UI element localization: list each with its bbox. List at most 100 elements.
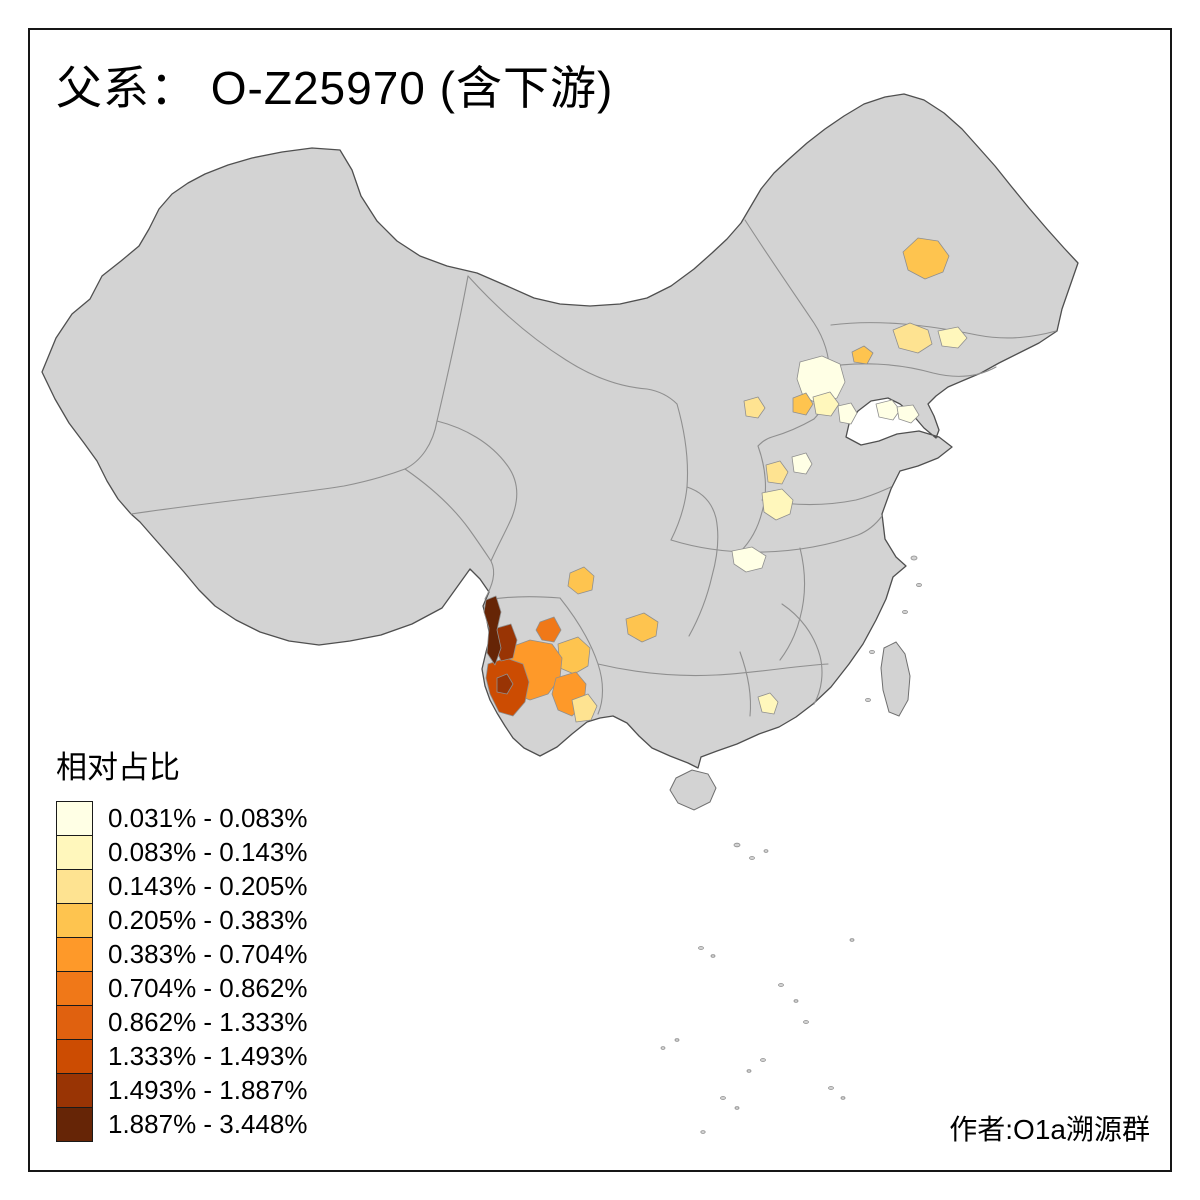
island-dot xyxy=(734,1106,740,1110)
taiwan-island xyxy=(880,641,911,717)
legend-swatch xyxy=(56,1005,93,1040)
legend-swatch xyxy=(56,1073,93,1108)
province-border-line xyxy=(436,420,518,562)
province-border-line xyxy=(404,468,492,562)
colored-prefecture xyxy=(851,345,874,365)
legend-bin-label: 0.862% - 1.333% xyxy=(108,1007,308,1037)
island-dot xyxy=(746,1069,752,1073)
island-dot xyxy=(840,1096,846,1100)
colored-prefecture xyxy=(761,488,794,521)
colored-prefecture xyxy=(567,566,595,595)
legend-row: 0.143% - 0.205% xyxy=(56,869,307,904)
legend-bin-label: 0.205% - 0.383% xyxy=(108,905,308,935)
province-border-line xyxy=(597,663,829,677)
colored-prefecture xyxy=(875,399,901,421)
legend-bin-label: 0.083% - 0.143% xyxy=(108,837,308,867)
island-dot xyxy=(793,999,799,1003)
colored-prefecture xyxy=(791,452,813,475)
legend-row: 0.083% - 0.143% xyxy=(56,835,307,870)
island-dot xyxy=(674,1038,680,1042)
colored-prefecture xyxy=(757,692,779,715)
legend-row: 1.333% - 1.493% xyxy=(56,1039,307,1074)
province-border-line xyxy=(467,275,678,405)
colored-prefecture xyxy=(483,595,502,666)
legend-bin-label: 0.383% - 0.704% xyxy=(108,939,308,969)
author-credit: 作者:O1a溯源群 xyxy=(949,1114,1150,1145)
colored-prefecture xyxy=(937,326,968,349)
province-border-line xyxy=(819,363,997,377)
legend-swatch xyxy=(56,937,93,972)
legend-row: 0.862% - 1.333% xyxy=(56,1005,307,1040)
legend-title: 相对占比 xyxy=(56,750,180,785)
province-border-line xyxy=(686,486,719,637)
island-dot xyxy=(698,946,704,950)
province-border-line xyxy=(739,445,766,553)
island-dot xyxy=(760,1058,766,1062)
colored-prefecture xyxy=(496,673,514,695)
legend-row: 0.031% - 0.083% xyxy=(56,801,307,836)
china-outline xyxy=(41,93,1079,769)
colored-prefecture xyxy=(743,396,766,419)
province-border-line xyxy=(779,547,805,661)
island-dot xyxy=(700,1130,706,1134)
island-dot xyxy=(902,610,908,615)
colored-prefecture xyxy=(731,546,767,573)
island-dot xyxy=(660,1046,666,1050)
legend-bin-label: 1.887% - 3.448% xyxy=(108,1109,308,1139)
legend-row: 0.383% - 0.704% xyxy=(56,937,307,972)
island-dot xyxy=(778,983,784,987)
legend-swatch xyxy=(56,801,93,836)
island-dot xyxy=(910,555,918,561)
island-dot xyxy=(733,842,741,848)
colored-prefecture xyxy=(796,355,846,405)
colored-prefecture xyxy=(812,391,840,417)
legend-row: 1.887% - 3.448% xyxy=(56,1107,307,1142)
colored-prefecture xyxy=(792,392,814,416)
legend-swatch xyxy=(56,869,93,904)
legend-bin-label: 1.333% - 1.493% xyxy=(108,1041,308,1071)
province-border-line xyxy=(757,418,815,447)
legend-row: 0.205% - 0.383% xyxy=(56,903,307,938)
island-dot xyxy=(869,650,875,655)
province-border-line xyxy=(130,468,406,515)
island-dot xyxy=(849,938,855,942)
legend-swatch xyxy=(56,971,93,1006)
island-dot xyxy=(710,954,716,958)
province-border-line xyxy=(670,515,883,553)
island-dot xyxy=(749,856,755,860)
colored-prefecture xyxy=(571,693,598,723)
map-title: 父系： O-Z25970 (含下游) xyxy=(56,62,614,114)
colored-prefecture xyxy=(535,616,562,643)
south-china-sea-islands xyxy=(660,555,922,1134)
province-border-line xyxy=(484,560,495,600)
island-dot xyxy=(828,1086,834,1090)
legend-bin-label: 0.031% - 0.083% xyxy=(108,803,308,833)
island-dot xyxy=(916,583,922,588)
hainan-island xyxy=(669,769,717,811)
island-dot xyxy=(865,698,871,703)
island-dot xyxy=(720,1096,726,1100)
legend-row: 0.704% - 0.862% xyxy=(56,971,307,1006)
colored-prefecture xyxy=(837,402,858,425)
province-border-line xyxy=(830,322,1057,339)
legend-swatch xyxy=(56,1039,93,1074)
island-dot xyxy=(803,1020,809,1024)
colored-prefecture xyxy=(902,237,950,280)
island-dot xyxy=(763,849,769,853)
province-border-line xyxy=(739,651,752,717)
colored-prefectures xyxy=(483,237,968,723)
legend-swatch xyxy=(56,903,93,938)
province-border-line xyxy=(486,596,604,715)
legend-swatch xyxy=(56,1107,93,1142)
legend-row: 1.493% - 1.887% xyxy=(56,1073,307,1108)
colored-prefecture xyxy=(892,322,933,354)
province-border-line xyxy=(404,275,469,470)
colored-prefecture xyxy=(765,460,789,485)
legend-bin-label: 0.704% - 0.862% xyxy=(108,973,308,1003)
colored-prefecture xyxy=(896,404,920,424)
province-border-line xyxy=(781,603,823,705)
legend-swatch xyxy=(56,835,93,870)
colored-prefecture xyxy=(625,612,659,643)
legend: 相对占比 0.031% - 0.083% 0.083% - 0.143% 0.1… xyxy=(56,742,307,1142)
legend-bin-label: 1.493% - 1.887% xyxy=(108,1075,308,1105)
